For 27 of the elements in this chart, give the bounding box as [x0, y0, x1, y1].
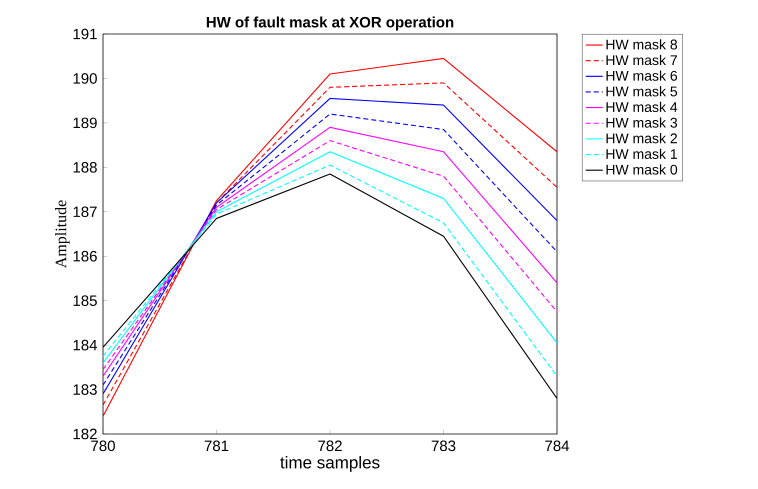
x-tick-label: 782	[318, 440, 342, 452]
legend-label: HW mask 1	[606, 148, 677, 159]
legend-label: HW mask 4	[606, 102, 678, 112]
legend-label: HW mask 5	[606, 86, 678, 96]
x-tick-label: 784	[545, 440, 570, 452]
legend-label: HW mask 2	[606, 133, 677, 144]
x-axis-title: time samples	[280, 456, 380, 472]
legend-label: HW mask 6	[606, 70, 678, 81]
y-tick-label: 183	[74, 384, 97, 395]
x-tick-label: 780	[91, 440, 115, 452]
x-tick-label: 781	[204, 440, 228, 452]
legend-label: HW mask 7	[606, 54, 677, 66]
y-tick-label: 182	[74, 428, 97, 440]
y-tick-label: 190	[74, 73, 97, 84]
y-tick-label: 186	[74, 250, 97, 262]
chart-title: HW of fault mask at XOR operation	[206, 16, 454, 30]
y-tick-label: 184	[74, 340, 98, 350]
legend-label: HW mask 0	[606, 164, 678, 175]
y-tick-label: 188	[74, 162, 97, 173]
legend-label: HW mask 8	[606, 39, 678, 50]
x-tick-label: 783	[432, 440, 456, 452]
y-tick-label: 187	[74, 206, 97, 218]
y-tick-label: 185	[74, 295, 97, 306]
y-tick-label: 191	[74, 28, 97, 40]
y-tick-label: 189	[74, 118, 97, 128]
legend-label: HW mask 3	[606, 117, 678, 128]
y-axis-title: Amplitude	[55, 200, 70, 268]
